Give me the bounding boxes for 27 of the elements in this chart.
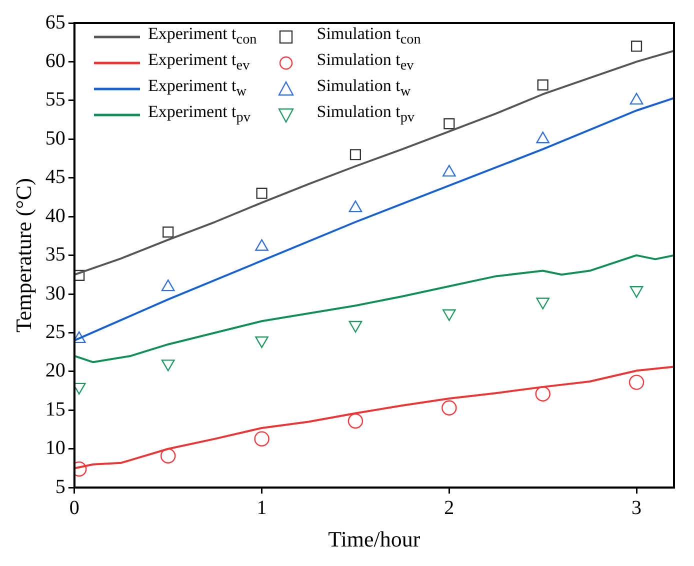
x-tick-label: 0 [69, 496, 80, 519]
legend-label: Simulation t$_{ev}$ [316, 50, 414, 74]
x-axis-title: Time/hour [328, 526, 421, 552]
y-tick-label: 10 [45, 437, 66, 460]
y-tick-label: 45 [45, 166, 66, 188]
legend-label: Simulation t$_{w}$ [316, 76, 411, 100]
y-tick-label: 55 [45, 88, 66, 111]
y-tick-label: 25 [45, 320, 66, 343]
x-tick-label: 2 [444, 496, 454, 519]
y-axis-title: Temperature (°C) [10, 178, 36, 333]
y-tick-label: 15 [45, 398, 66, 420]
y-tick-label: 65 [45, 11, 66, 34]
y-tick-label: 50 [45, 127, 66, 150]
legend-label: Experiment t$_{w}$ [148, 76, 247, 100]
y-tick-label: 40 [45, 204, 66, 227]
y-tick-label: 5 [55, 476, 66, 498]
y-tick-label: 60 [45, 50, 66, 72]
y-tick-label: 35 [45, 244, 66, 266]
legend-label: Simulation t$_{pv}$ [316, 101, 414, 128]
x-tick-label: 1 [256, 496, 267, 519]
x-tick-label: 3 [632, 496, 642, 519]
legend-label: Simulation t$_{con}$ [316, 24, 421, 48]
legend-label: Experiment t$_{pv}$ [148, 101, 250, 128]
legend-label: Experiment t$_{con}$ [148, 24, 257, 48]
y-tick-label: 20 [45, 360, 66, 382]
legend-label: Experiment t$_{ev}$ [148, 50, 250, 74]
y-tick-label: 30 [45, 282, 66, 304]
